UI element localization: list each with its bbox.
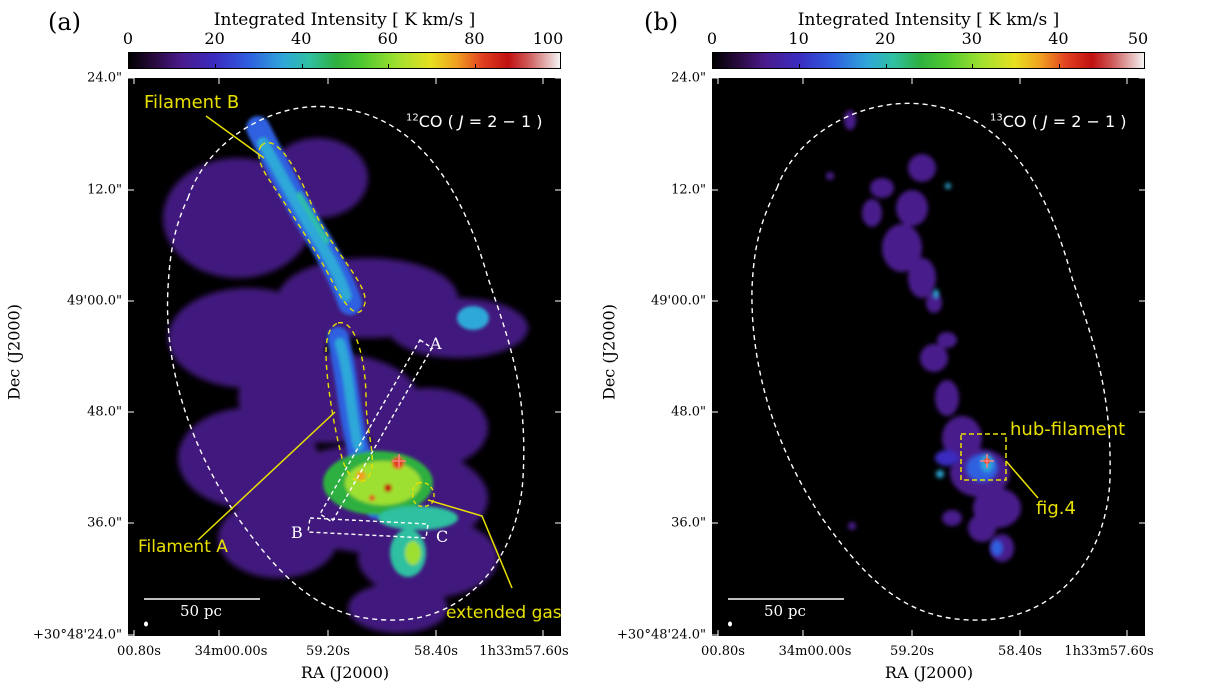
colorbar-tick: [215, 64, 216, 68]
y-tick-label: 24.0": [87, 70, 122, 86]
y-tick-label: 48.0": [87, 404, 122, 420]
colorbar-tick-label: 60: [377, 29, 398, 48]
fig-ref-leader: [1005, 460, 1039, 499]
x-tick-label: 34m00.00s: [194, 644, 268, 659]
x-tick-label: 58.40s: [998, 644, 1042, 659]
y-tick-label: 36.0": [671, 515, 706, 531]
colorbar: [712, 52, 1145, 69]
y-tick-label: 48.0": [671, 404, 706, 420]
source-marker: [980, 454, 994, 468]
colorbar-title: Integrated Intensity [ K km/s ]: [797, 10, 1060, 30]
colorbar-tick: [886, 64, 887, 68]
x-tick-label: 34m00.00s: [778, 644, 852, 659]
cut-label-b: B: [291, 523, 303, 542]
y-axis-title: Dec (J2000): [4, 304, 24, 400]
diffuse-emission: [826, 110, 1021, 562]
colorbar-tick-label: 0: [122, 29, 134, 48]
cut-bc-box: [307, 517, 429, 539]
x-axis-title: RA (J2000): [884, 663, 974, 682]
panel-b: (b) Integrated Intensity [ K km/s ] 0 10…: [600, 0, 1221, 689]
x-tick-label: 1h33m57.60s: [1064, 644, 1154, 659]
colorbar-tick: [475, 64, 476, 68]
colorbar-tick: [302, 64, 303, 68]
colorbar-tick-label: 0: [706, 29, 718, 48]
y-axis-title: Dec (J2000): [599, 304, 619, 400]
colorbar-tick-label: 40: [291, 29, 312, 48]
colorbar-tick-label: 30: [961, 29, 982, 48]
y-tick-label: 12.0": [87, 182, 122, 198]
filament-b-emission: [246, 116, 489, 330]
colorbar-tick: [972, 64, 973, 68]
cut-ab-box: [319, 339, 433, 523]
hub-filament-label: hub-filament: [1010, 419, 1126, 440]
filament-a-label: Filament A: [138, 537, 228, 557]
colorbar-tick-label: 20: [875, 29, 896, 48]
intensity-map: 12CO ( J = 2 − 1 ) Filament B Filament A…: [128, 78, 561, 636]
panel-a: (a) Integrated Intensity [ K km/s ] 0 20…: [0, 0, 610, 689]
colorbar-tick-label: 50: [1127, 29, 1149, 48]
cut-label-a: A: [430, 334, 442, 353]
cut-label-c: C: [436, 527, 449, 546]
filament-b-outline: [258, 141, 366, 313]
beam-ellipse: [144, 621, 148, 627]
source-marker: [392, 454, 406, 468]
colorbar-tick-label: 80: [464, 29, 485, 48]
colorbar-tick-label: 20: [204, 29, 225, 48]
x-tick-label: 59.20s: [306, 644, 350, 659]
extended-gas-leader: [427, 499, 513, 589]
panel-letter: (a): [48, 8, 82, 36]
filament-a-emission: [323, 327, 458, 577]
y-tick-label: 49'00.0": [650, 293, 706, 309]
extended-gas-outline: [411, 481, 435, 508]
colorbar: [128, 52, 561, 69]
intensity-map: 13CO ( J = 2 − 1 ) hub-filament fig.4 50…: [712, 78, 1145, 636]
x-tick-label: 1h33m57.60s: [479, 644, 569, 659]
observed-field-outline: [166, 105, 525, 621]
colorbar-tick-label: 10: [788, 29, 809, 48]
colorbar-tick-label: 40: [1048, 29, 1069, 48]
x-tick-label: 00.80s: [117, 644, 161, 659]
filament-a-leader: [197, 411, 336, 541]
y-tick-label: +30°48'24.0": [617, 627, 706, 643]
tracer-label: 12CO ( J = 2 − 1 ): [406, 112, 543, 131]
x-axis-title: RA (J2000): [300, 663, 390, 682]
fig-ref-label: fig.4: [1036, 498, 1076, 519]
beam-ellipse: [728, 621, 732, 627]
hub-zoom-box: [960, 433, 1007, 481]
colorbar-tick-label: 100: [532, 29, 564, 48]
map-ticks: [128, 78, 561, 636]
tracer-label: 13CO ( J = 2 − 1 ): [990, 112, 1127, 131]
scale-bar-label: 50 pc: [764, 602, 806, 620]
y-tick-label: 49'00.0": [66, 293, 122, 309]
colorbar-tick: [799, 64, 800, 68]
x-tick-label: 58.40s: [414, 644, 458, 659]
colorbar-title: Integrated Intensity [ K km/s ]: [213, 10, 476, 30]
x-tick-label: 00.80s: [701, 644, 745, 659]
scale-bar-label: 50 pc: [180, 602, 222, 620]
filament-b-leader: [205, 115, 265, 159]
x-tick-label: 59.20s: [890, 644, 934, 659]
y-tick-label: +30°48'24.0": [33, 627, 122, 643]
colorbar-tick: [388, 64, 389, 68]
y-tick-label: 36.0": [87, 515, 122, 531]
panel-letter: (b): [644, 8, 679, 36]
y-tick-label: 12.0": [671, 182, 706, 198]
map-ticks: [712, 78, 1145, 636]
filament-b-label: Filament B: [144, 92, 240, 113]
observed-field-outline: [751, 102, 1111, 621]
y-tick-label: 24.0": [671, 70, 706, 86]
colorbar-tick: [1059, 64, 1060, 68]
extended-gas-label: extended gas: [446, 603, 561, 623]
